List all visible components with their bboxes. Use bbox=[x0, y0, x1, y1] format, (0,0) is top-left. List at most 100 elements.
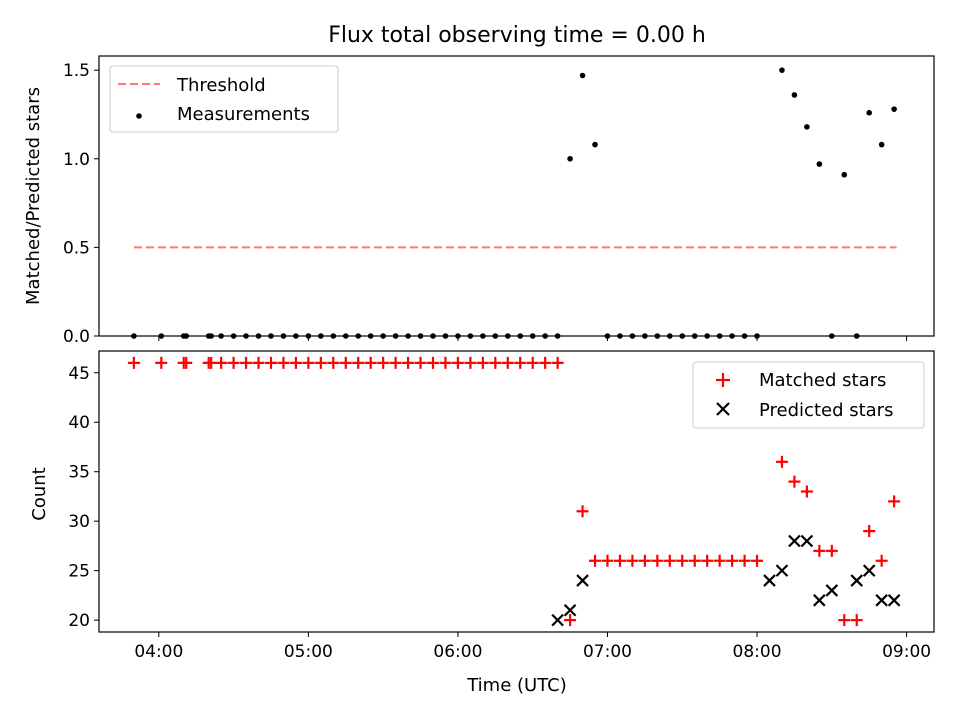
matched-star-marker bbox=[838, 614, 851, 627]
predicted-star-marker bbox=[862, 564, 876, 577]
x-tick-label: 09:00 bbox=[882, 642, 931, 662]
matched-star-marker bbox=[651, 554, 664, 567]
matched-star-marker bbox=[264, 356, 277, 369]
predicted-star-marker bbox=[875, 594, 888, 607]
matched-star-marker bbox=[314, 356, 327, 369]
counts-y-axis-label: Count bbox=[29, 467, 50, 520]
predicted-star-marker bbox=[775, 564, 789, 577]
matched-star-marker bbox=[377, 356, 390, 369]
matched-star-marker bbox=[738, 554, 751, 567]
matched-star-marker bbox=[402, 356, 415, 369]
predicted-star-marker bbox=[788, 534, 801, 548]
matched-star-marker bbox=[352, 356, 365, 369]
counts-legend: Matched stars Predicted stars bbox=[692, 361, 925, 429]
matched-star-marker bbox=[277, 356, 290, 369]
ratio-axes-frame bbox=[98, 55, 935, 337]
x-tick-label: 07:00 bbox=[583, 642, 632, 662]
matched-star-marker bbox=[788, 475, 801, 488]
matched-star-marker bbox=[526, 356, 539, 369]
measurement-point bbox=[816, 161, 823, 167]
matched-star-marker bbox=[476, 356, 489, 369]
matched-star-marker bbox=[850, 614, 863, 627]
matched-star-marker bbox=[215, 356, 228, 369]
matched-star-marker bbox=[339, 356, 352, 369]
matched-star-marker bbox=[775, 455, 788, 468]
matched-star-marker bbox=[127, 356, 140, 369]
measurement-point bbox=[804, 124, 810, 130]
matched-star-marker bbox=[551, 356, 564, 369]
ratio-panel: 0.0 0.5 1.0 1.5 Matched/Predicted stars Thr… bbox=[23, 55, 935, 347]
counts-axes: 04:00 05:00 06:00 07:00 08:00 09:00 20 25 30 35 40… bbox=[68, 364, 931, 662]
matched-star-marker bbox=[327, 356, 340, 369]
ratio-axes: 0.0 0.5 1.0 1.5 bbox=[63, 61, 908, 347]
matched-star-marker bbox=[576, 505, 589, 518]
matched-star-marker bbox=[439, 356, 452, 369]
matched-star-marker bbox=[539, 356, 552, 369]
matched-star-marker bbox=[302, 356, 315, 369]
matched-star-marker bbox=[180, 356, 193, 369]
measurement-point bbox=[866, 109, 872, 116]
x-tick-label: 06:00 bbox=[433, 642, 482, 662]
measurement-point bbox=[579, 72, 586, 79]
matched-legend-swatch bbox=[716, 373, 730, 387]
matched-star-marker bbox=[825, 544, 838, 557]
matched-star-marker bbox=[601, 554, 614, 567]
x-tick-label: 08:00 bbox=[733, 642, 782, 662]
matched-star-marker bbox=[751, 554, 764, 567]
matched-star-marker bbox=[863, 525, 876, 538]
y-tick-label: 40 bbox=[68, 413, 90, 433]
matched-star-marker bbox=[638, 554, 651, 567]
predicted-star-marker bbox=[576, 574, 589, 587]
matched-star-marker bbox=[240, 356, 253, 369]
predicted-legend-label: Predicted stars bbox=[759, 400, 893, 421]
matched-star-marker bbox=[726, 554, 739, 567]
ratio-legend-box bbox=[109, 65, 339, 133]
measurement-point bbox=[592, 141, 598, 148]
matched-star-marker bbox=[875, 554, 888, 567]
x-tick-label: 04:00 bbox=[134, 642, 183, 662]
counts-panel: 04:00 05:00 06:00 07:00 08:00 09:00 20 25 30 35 40… bbox=[29, 350, 935, 696]
measurements-legend-swatch bbox=[136, 113, 142, 119]
matched-star-marker bbox=[713, 554, 726, 567]
y-tick-label: 1.5 bbox=[63, 61, 90, 81]
matched-star-marker bbox=[389, 356, 402, 369]
y-tick-label: 1.0 bbox=[63, 150, 90, 170]
predicted-star-marker bbox=[563, 603, 577, 617]
matched-star-marker bbox=[252, 356, 265, 369]
y-tick-label: 35 bbox=[68, 463, 90, 483]
predicted-star-marker bbox=[763, 574, 776, 587]
ratio-legend: Threshold Measurements bbox=[109, 65, 339, 133]
matched-star-marker bbox=[564, 614, 577, 627]
matched-star-marker bbox=[676, 554, 689, 567]
threshold-legend-label: Threshold bbox=[176, 75, 266, 96]
matched-legend-label: Matched stars bbox=[759, 370, 886, 391]
predicted-star-marker bbox=[551, 613, 564, 627]
matched-star-marker bbox=[364, 356, 377, 369]
measurement-point bbox=[791, 92, 798, 98]
counts-legend-box bbox=[692, 361, 925, 429]
matched-star-marker bbox=[489, 356, 502, 369]
predicted-star-marker bbox=[850, 574, 864, 587]
matched-star-marker bbox=[800, 485, 813, 498]
y-tick-label: 25 bbox=[68, 562, 90, 582]
y-tick-label: 0.5 bbox=[63, 238, 90, 258]
matched-star-marker bbox=[289, 356, 302, 369]
y-tick-label: 30 bbox=[68, 512, 90, 532]
matched-star-marker bbox=[813, 544, 826, 557]
matched-star-marker bbox=[451, 356, 464, 369]
predicted-star-marker bbox=[800, 534, 814, 548]
y-tick-label: 0.0 bbox=[63, 327, 90, 347]
matched-star-marker bbox=[613, 554, 626, 567]
predicted-star-marker bbox=[825, 584, 839, 597]
matched-star-marker bbox=[414, 356, 427, 369]
matched-star-marker bbox=[514, 356, 527, 369]
predicted-legend-swatch bbox=[716, 402, 730, 416]
measurement-point bbox=[567, 155, 573, 162]
matched-star-marker bbox=[626, 554, 639, 567]
matched-star-marker bbox=[888, 495, 901, 508]
matched-star-marker bbox=[464, 356, 477, 369]
matched-star-marker bbox=[701, 554, 714, 567]
predicted-star-marker bbox=[887, 594, 901, 607]
ratio-y-axis-label: Matched/Predicted stars bbox=[23, 87, 44, 305]
